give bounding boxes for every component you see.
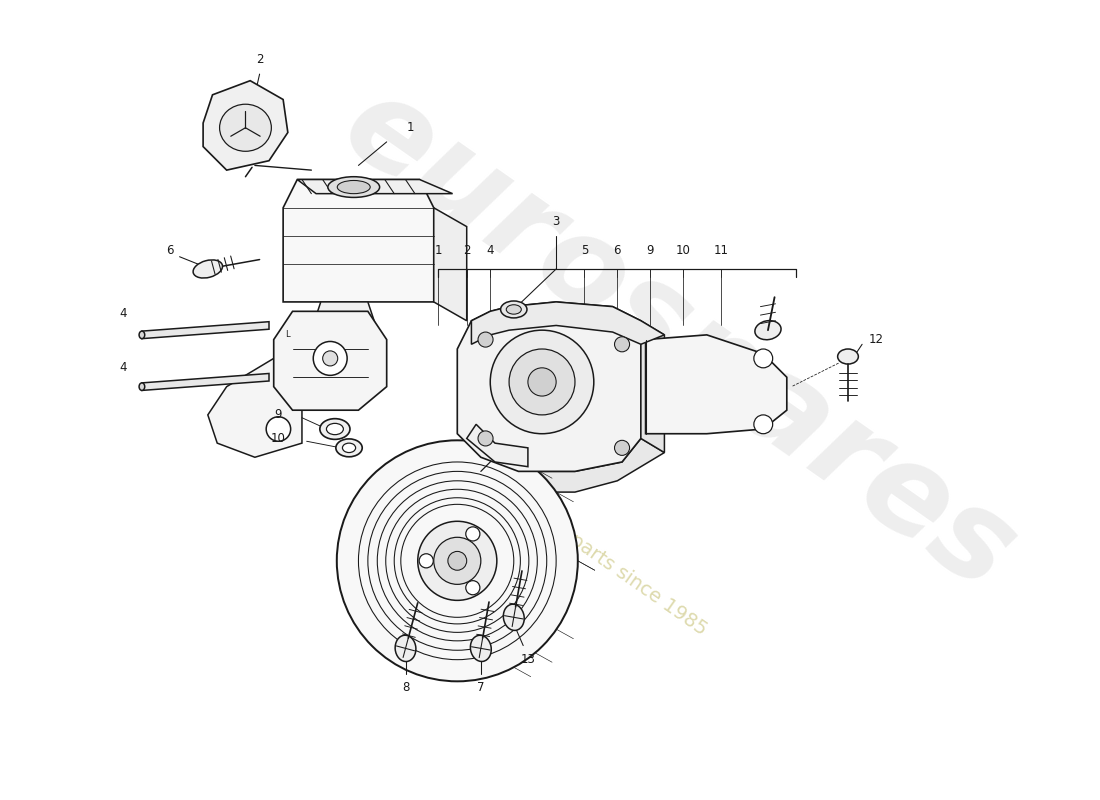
Ellipse shape: [506, 305, 521, 314]
Circle shape: [478, 332, 493, 347]
Circle shape: [433, 538, 481, 584]
Polygon shape: [466, 424, 528, 466]
Text: 3: 3: [552, 215, 560, 228]
Polygon shape: [311, 302, 377, 330]
Ellipse shape: [471, 635, 492, 662]
Text: 9: 9: [647, 244, 654, 257]
Circle shape: [615, 337, 629, 352]
Circle shape: [419, 554, 433, 568]
Polygon shape: [274, 311, 387, 410]
Polygon shape: [641, 321, 664, 453]
Text: 6: 6: [166, 244, 174, 257]
Polygon shape: [646, 335, 786, 434]
Polygon shape: [208, 358, 302, 458]
Ellipse shape: [194, 260, 222, 278]
Circle shape: [509, 349, 575, 415]
Text: L: L: [286, 330, 290, 339]
Text: 10: 10: [271, 432, 286, 445]
Text: 10: 10: [675, 244, 691, 257]
Text: eurospares: eurospares: [320, 63, 1037, 616]
Circle shape: [465, 581, 480, 594]
Circle shape: [314, 342, 348, 375]
Circle shape: [491, 330, 594, 434]
Polygon shape: [142, 322, 270, 338]
Circle shape: [465, 527, 480, 541]
Polygon shape: [433, 208, 466, 321]
Text: 9: 9: [275, 408, 283, 422]
Ellipse shape: [327, 423, 343, 434]
Circle shape: [478, 431, 493, 446]
Polygon shape: [297, 179, 452, 194]
Text: 4: 4: [119, 362, 126, 374]
Text: 4: 4: [486, 244, 494, 257]
Text: 1: 1: [407, 122, 414, 134]
Ellipse shape: [139, 383, 145, 390]
Ellipse shape: [342, 443, 355, 453]
Ellipse shape: [320, 418, 350, 439]
Text: 5: 5: [581, 244, 589, 257]
Circle shape: [615, 440, 629, 455]
Text: 2: 2: [463, 244, 471, 257]
Ellipse shape: [336, 439, 362, 457]
Text: 6: 6: [614, 244, 622, 257]
Text: 2: 2: [256, 53, 263, 66]
Text: 4: 4: [119, 306, 126, 320]
Circle shape: [322, 351, 338, 366]
Ellipse shape: [338, 181, 371, 194]
Ellipse shape: [220, 104, 272, 151]
Polygon shape: [458, 302, 641, 471]
Circle shape: [266, 417, 290, 442]
Ellipse shape: [755, 321, 781, 340]
Polygon shape: [476, 438, 664, 492]
Circle shape: [337, 440, 578, 682]
Circle shape: [448, 551, 466, 570]
Polygon shape: [283, 179, 433, 302]
Polygon shape: [142, 374, 270, 390]
Circle shape: [528, 368, 557, 396]
Circle shape: [754, 349, 772, 368]
Circle shape: [418, 522, 497, 600]
Text: 7: 7: [477, 682, 485, 694]
Polygon shape: [204, 81, 288, 170]
Ellipse shape: [500, 301, 527, 318]
Ellipse shape: [395, 635, 416, 662]
Ellipse shape: [504, 604, 525, 630]
Ellipse shape: [837, 349, 858, 364]
Text: a passion for parts since 1985: a passion for parts since 1985: [459, 454, 711, 639]
Text: 8: 8: [402, 682, 409, 694]
Text: 1: 1: [434, 244, 442, 257]
Text: 12: 12: [869, 333, 883, 346]
Text: 13: 13: [520, 653, 536, 666]
Text: 11: 11: [714, 244, 728, 257]
Circle shape: [754, 415, 772, 434]
Ellipse shape: [328, 177, 380, 198]
Polygon shape: [472, 302, 664, 344]
Ellipse shape: [139, 331, 145, 338]
